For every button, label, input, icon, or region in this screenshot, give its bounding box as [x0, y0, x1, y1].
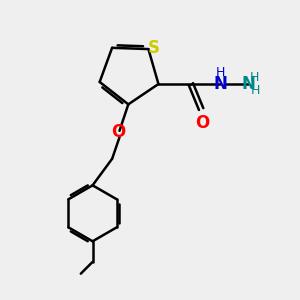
Text: N: N: [213, 75, 227, 93]
Text: H: H: [216, 66, 225, 79]
Text: S: S: [148, 39, 160, 57]
Text: H: H: [251, 84, 260, 97]
Text: O: O: [196, 114, 210, 132]
Text: N: N: [241, 75, 255, 93]
Text: O: O: [111, 123, 125, 141]
Text: H: H: [250, 71, 260, 84]
